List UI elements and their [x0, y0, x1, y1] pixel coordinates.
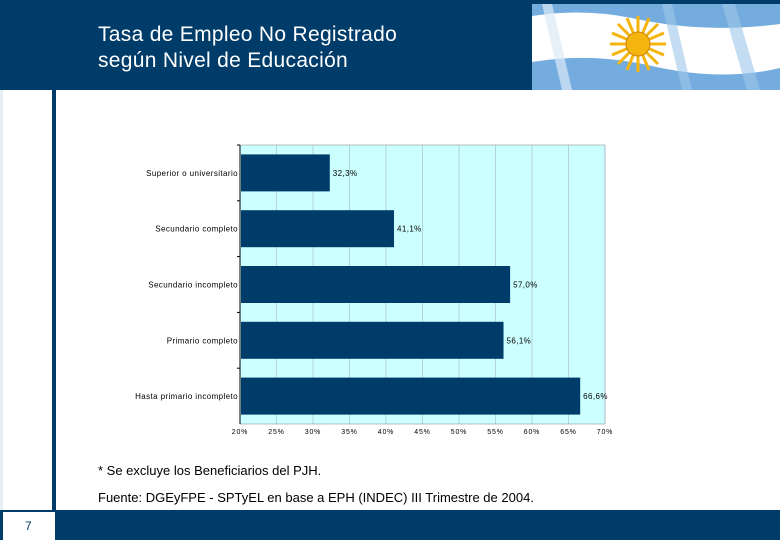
- x-tick-label: 60%: [524, 429, 540, 436]
- title-line-1: Tasa de Empleo No Registrado: [98, 23, 398, 46]
- value-labels: 32,3% 41,1% 57,0% 56,1% 66,6%: [333, 169, 608, 401]
- value-label: 57,0%: [513, 281, 538, 290]
- category-label: Hasta primario incompleto: [135, 392, 238, 401]
- bar-chart: Superior o universitario Secundario compl…: [100, 140, 620, 445]
- page-title: Tasa de Empleo No Registrado según Nivel…: [98, 22, 397, 74]
- category-labels: Superior o universitario Secundario compl…: [135, 169, 238, 401]
- x-tick-label: 40%: [378, 429, 394, 436]
- source-note: Fuente: DGEyFPE - SPTyEL en base a EPH (…: [98, 490, 534, 505]
- x-tick-labels: 20% 25% 30% 35% 40% 45% 50% 55% 60% 65% 70%: [232, 429, 613, 436]
- value-label: 41,1%: [397, 225, 422, 234]
- left-accent-bar: [52, 90, 56, 510]
- x-tick-label: 70%: [597, 429, 613, 436]
- category-label: Primario completo: [167, 336, 238, 345]
- x-tick-label: 25%: [268, 429, 284, 436]
- footnote: * Se excluye los Beneficiarios del PJH.: [98, 463, 322, 478]
- x-tick-label: 45%: [414, 429, 430, 436]
- bar: [241, 377, 581, 415]
- page-number-box: [3, 512, 55, 540]
- header-bar: Tasa de Empleo No Registrado según Nivel…: [0, 0, 780, 90]
- x-tick-label: 65%: [560, 429, 576, 436]
- chart-svg: Superior o universitario Secundario compl…: [135, 144, 613, 436]
- page-number: 7: [25, 519, 32, 533]
- category-label: Superior o universitario: [146, 169, 238, 178]
- argentina-flag-image: [532, 4, 780, 90]
- x-tick-label: 55%: [487, 429, 503, 436]
- value-label: 32,3%: [333, 169, 358, 178]
- bar: [241, 266, 511, 303]
- bar: [241, 154, 330, 192]
- left-thin-bar: [0, 90, 3, 510]
- bar: [241, 210, 395, 248]
- category-label: Secundario incompleto: [148, 281, 238, 290]
- bars: [241, 154, 581, 415]
- x-tick-label: 50%: [451, 429, 467, 436]
- title-line-2: según Nivel de Educación: [98, 49, 349, 72]
- category-label: Secundario completo: [155, 225, 238, 234]
- x-tick-label: 20%: [232, 429, 248, 436]
- x-tick-label: 35%: [341, 429, 357, 436]
- x-tick-label: 30%: [305, 429, 321, 436]
- bar: [241, 321, 504, 359]
- value-label: 56,1%: [507, 336, 532, 345]
- footer-bar: [0, 510, 780, 540]
- value-label: 66,6%: [583, 392, 608, 401]
